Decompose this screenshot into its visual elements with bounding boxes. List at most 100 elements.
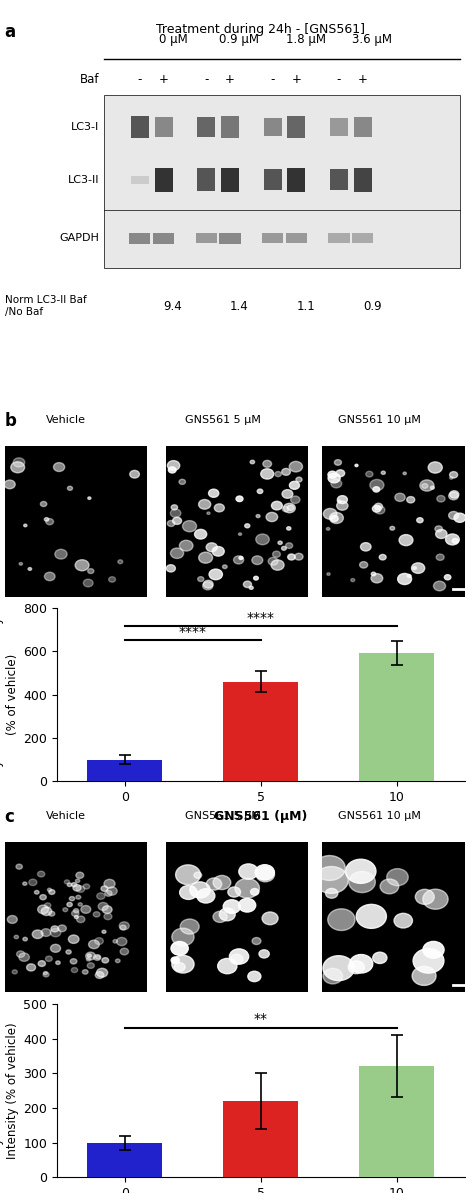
Circle shape	[428, 462, 442, 474]
Circle shape	[120, 925, 126, 931]
Circle shape	[13, 458, 25, 466]
Circle shape	[444, 575, 451, 580]
Circle shape	[323, 956, 354, 981]
Circle shape	[98, 902, 108, 910]
FancyBboxPatch shape	[330, 118, 348, 136]
Circle shape	[236, 496, 243, 501]
FancyBboxPatch shape	[221, 116, 239, 138]
Circle shape	[259, 950, 269, 958]
Circle shape	[76, 872, 84, 878]
Circle shape	[252, 556, 263, 564]
Circle shape	[223, 900, 240, 914]
Circle shape	[56, 960, 60, 964]
Circle shape	[27, 964, 36, 971]
Circle shape	[212, 546, 224, 556]
Circle shape	[89, 940, 100, 948]
Circle shape	[334, 459, 341, 465]
Circle shape	[167, 460, 180, 470]
Circle shape	[328, 474, 340, 483]
Text: Vehicle: Vehicle	[46, 811, 86, 822]
Text: b: b	[5, 412, 17, 429]
Circle shape	[45, 903, 51, 908]
Circle shape	[118, 560, 123, 563]
Circle shape	[450, 471, 457, 478]
Text: GNS561 5 μM: GNS561 5 μM	[185, 811, 261, 822]
Circle shape	[337, 501, 348, 511]
FancyBboxPatch shape	[155, 117, 173, 137]
Text: c: c	[5, 808, 15, 826]
Text: GNS561 10 μM: GNS561 10 μM	[338, 415, 420, 426]
Circle shape	[423, 889, 448, 909]
Circle shape	[170, 509, 181, 518]
Circle shape	[349, 954, 373, 973]
FancyBboxPatch shape	[155, 167, 173, 192]
Circle shape	[117, 938, 127, 946]
Circle shape	[329, 513, 343, 524]
Circle shape	[40, 895, 46, 900]
Circle shape	[104, 879, 115, 888]
FancyBboxPatch shape	[131, 116, 149, 138]
Circle shape	[287, 527, 291, 530]
Circle shape	[24, 524, 27, 527]
Circle shape	[314, 866, 348, 894]
Circle shape	[387, 869, 408, 885]
Circle shape	[337, 495, 347, 503]
Circle shape	[454, 513, 465, 523]
Circle shape	[380, 879, 399, 894]
Circle shape	[239, 556, 243, 560]
Circle shape	[327, 573, 330, 575]
Circle shape	[179, 540, 193, 551]
Circle shape	[446, 534, 459, 545]
Circle shape	[19, 953, 29, 962]
Circle shape	[194, 530, 207, 539]
Circle shape	[209, 569, 222, 580]
Circle shape	[285, 543, 292, 549]
Circle shape	[331, 480, 342, 488]
Circle shape	[73, 885, 81, 891]
FancyBboxPatch shape	[287, 167, 305, 192]
Circle shape	[16, 864, 22, 870]
FancyBboxPatch shape	[129, 233, 150, 243]
Circle shape	[180, 919, 199, 934]
Circle shape	[420, 480, 434, 492]
Circle shape	[254, 576, 258, 580]
Text: 9.4: 9.4	[164, 299, 182, 313]
FancyBboxPatch shape	[131, 177, 149, 184]
Text: -: -	[337, 73, 341, 86]
Circle shape	[272, 501, 283, 509]
Circle shape	[256, 534, 269, 545]
Circle shape	[243, 581, 252, 588]
Circle shape	[374, 503, 383, 509]
Circle shape	[102, 931, 106, 933]
Circle shape	[180, 885, 197, 900]
Circle shape	[86, 952, 95, 960]
Text: Treatment during 24h - [GNS561]: Treatment during 24h - [GNS561]	[156, 23, 365, 36]
Circle shape	[239, 864, 258, 879]
Circle shape	[356, 904, 386, 928]
FancyBboxPatch shape	[104, 95, 460, 268]
Text: GAPDH: GAPDH	[60, 233, 100, 243]
FancyBboxPatch shape	[264, 169, 282, 190]
FancyBboxPatch shape	[195, 233, 217, 243]
Circle shape	[417, 518, 423, 523]
Circle shape	[282, 546, 286, 550]
Circle shape	[45, 518, 49, 521]
Circle shape	[95, 938, 103, 945]
FancyBboxPatch shape	[354, 167, 372, 192]
FancyBboxPatch shape	[166, 446, 308, 596]
Circle shape	[70, 959, 77, 964]
Circle shape	[323, 508, 337, 519]
Circle shape	[95, 971, 104, 978]
Circle shape	[199, 500, 211, 509]
Text: -: -	[204, 73, 209, 86]
Circle shape	[167, 520, 175, 526]
Circle shape	[413, 948, 444, 973]
Circle shape	[256, 867, 274, 882]
Circle shape	[49, 911, 55, 916]
Circle shape	[120, 948, 128, 954]
Circle shape	[370, 480, 384, 490]
Circle shape	[373, 952, 387, 964]
Circle shape	[55, 549, 67, 560]
Circle shape	[199, 552, 212, 563]
Circle shape	[435, 526, 442, 532]
